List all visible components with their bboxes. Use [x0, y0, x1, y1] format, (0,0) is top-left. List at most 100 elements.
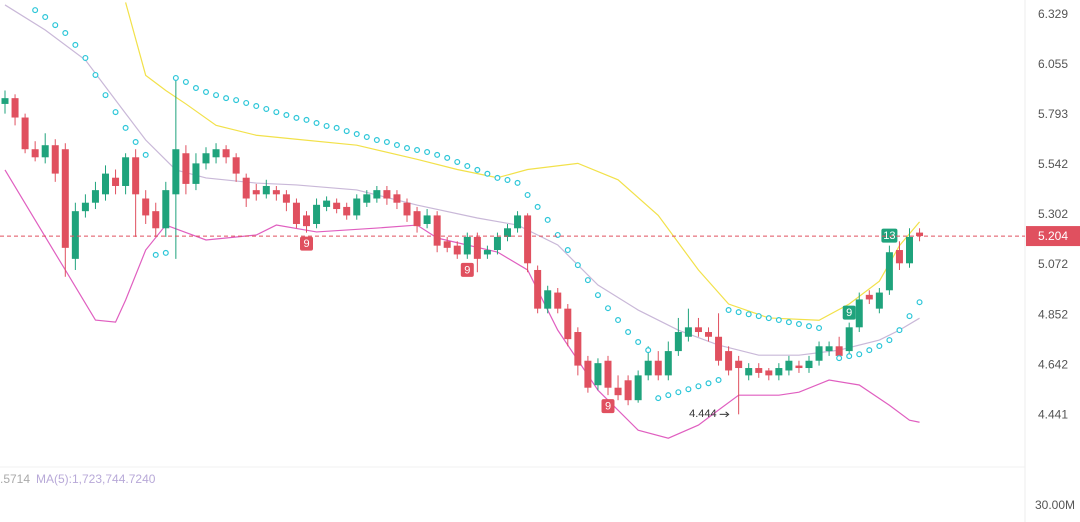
candle-body [755, 368, 763, 373]
candle-body [122, 157, 130, 186]
candle-body [865, 294, 873, 300]
sar-dot [554, 231, 561, 238]
sar-dot [404, 145, 411, 152]
candle-body [684, 327, 692, 337]
candle-body [51, 145, 59, 174]
candle-body [413, 211, 421, 227]
candle-body [242, 177, 250, 199]
candle-body [594, 363, 602, 386]
sar-dot [192, 85, 199, 92]
candle-body [343, 206, 351, 216]
sar-dot [856, 351, 863, 358]
candle-body [152, 211, 160, 229]
last-price-box [1026, 226, 1080, 247]
sar-dot [504, 176, 511, 183]
candle-body [604, 360, 612, 388]
candle-body [705, 332, 712, 337]
candle-body [102, 173, 109, 195]
candle-body [715, 336, 723, 361]
sar-dot [896, 327, 903, 334]
candle-body [885, 252, 893, 291]
candle-body [292, 202, 300, 224]
sar-dot [444, 154, 451, 161]
candle-body [504, 228, 511, 237]
sar-dot [524, 191, 531, 198]
td-label: 9 [846, 307, 852, 319]
sar-dot [705, 380, 712, 387]
candle-body [423, 215, 431, 224]
sar-dot [725, 307, 732, 314]
sar-dot [685, 386, 692, 393]
candle-body [222, 149, 230, 158]
low-label: 4.444 [689, 408, 717, 420]
sar-dot [906, 313, 913, 320]
sar-dot [343, 128, 350, 135]
sar-dot [474, 166, 481, 173]
candle-body [514, 215, 522, 229]
candle-body [232, 157, 240, 174]
sar-dot [353, 131, 360, 138]
band-line [4, 4, 920, 356]
sar-dot [655, 395, 662, 402]
sar-dot [594, 292, 601, 299]
candle-body [785, 360, 793, 371]
sar-dot [112, 109, 119, 116]
td-label-box [601, 399, 615, 414]
sar-dot [293, 114, 300, 121]
candle-body [202, 153, 210, 164]
sar-dot [765, 315, 772, 322]
y-tick-label: 6.329 [1038, 7, 1068, 21]
sar-dot [243, 99, 250, 106]
candle-body [674, 332, 682, 352]
candle-body [81, 202, 89, 212]
td-label: 9 [605, 401, 611, 413]
candle-body [252, 190, 260, 195]
candle-body [353, 198, 361, 216]
sar-dot [775, 317, 782, 324]
sar-dot [464, 163, 471, 170]
sar-dot [846, 353, 853, 360]
sar-dot [323, 122, 330, 129]
sar-dot [675, 389, 682, 396]
sar-dot [715, 377, 722, 384]
sar-dot [263, 105, 270, 112]
sar-dot [645, 347, 652, 354]
sar-dot [152, 251, 159, 258]
sar-dot [333, 124, 340, 131]
y-tick-label: 5.542 [1038, 157, 1068, 171]
volume-value: .5714 [0, 472, 30, 486]
sar-dot [544, 216, 551, 223]
sar-dot [52, 22, 59, 29]
candle-body [473, 236, 481, 259]
sar-dot [886, 337, 893, 344]
candle-body [845, 327, 853, 352]
candle-body [41, 145, 49, 158]
sar-dot [172, 74, 179, 81]
candle-body [745, 368, 753, 376]
candle-body [373, 190, 381, 199]
sar-dot [72, 41, 79, 48]
td-label-box [460, 262, 474, 277]
sar-dot [203, 89, 210, 96]
candle-body [142, 198, 150, 216]
sar-dot [625, 329, 632, 336]
sar-dot [665, 392, 672, 399]
candle-body [775, 368, 783, 376]
candle-body [916, 232, 924, 237]
candle-body [323, 200, 331, 207]
candle-body [795, 365, 803, 369]
band-line [4, 169, 920, 439]
candle-body [694, 327, 702, 333]
sar-dot [795, 321, 802, 328]
candle-body [31, 149, 39, 158]
candle-body [584, 360, 592, 388]
sar-dot [454, 158, 461, 165]
candle-body [212, 149, 220, 158]
candle-body [333, 202, 341, 210]
candle-body [162, 190, 170, 229]
sar-dot [62, 30, 69, 37]
candle-body [906, 236, 913, 264]
sar-dot [604, 305, 611, 312]
y-tick-label: 5.072 [1038, 257, 1068, 271]
td-label: 9 [303, 238, 309, 250]
